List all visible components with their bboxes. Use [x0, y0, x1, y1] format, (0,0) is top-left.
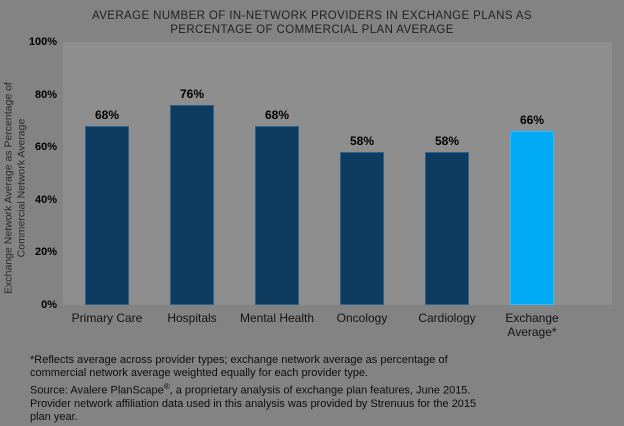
x-axis-label: Exchange Average*	[505, 311, 559, 339]
bar-mental-health	[255, 126, 299, 305]
y-axis-tick: 80%	[34, 88, 57, 101]
bar-primary-care	[85, 126, 129, 305]
footnote-line: Source: Avalere PlanScape®, a proprietar…	[30, 382, 471, 398]
bar-value-label: 58%	[349, 134, 375, 149]
x-axis-label: Primary Care	[71, 311, 143, 325]
footnote-line: Provider network affiliation data used i…	[30, 398, 477, 411]
bar-hospitals	[170, 105, 214, 305]
y-axis-tick: 60%	[34, 141, 57, 154]
bar-value-label: 58%	[434, 134, 460, 149]
footnote-line: *Reflects average across provider types;…	[30, 354, 448, 366]
bar-value-label: 76%	[179, 87, 205, 102]
bar-cardiology	[425, 152, 469, 305]
footnote: *Reflects average across provider types;…	[30, 354, 605, 425]
chart-title: AVERAGE NUMBER OF IN-NETWORK PROVIDERS I…	[0, 9, 624, 37]
footnote-line: plan year.	[30, 411, 78, 424]
y-axis-tick: 100%	[28, 36, 57, 48]
registered-trademark-symbol: ®	[163, 382, 170, 392]
chart-title-line2: PERCENTAGE OF COMMERCIAL PLAN AVERAGE	[170, 24, 454, 36]
bar-oncology	[340, 152, 384, 305]
y-axis-tick: 20%	[34, 246, 57, 259]
y-axis-tick: 0%	[41, 299, 57, 311]
y-axis-tick: 40%	[34, 193, 57, 206]
bar-value-label: 66%	[519, 113, 545, 128]
bar-value-label: 68%	[264, 108, 290, 123]
x-axis-label: Oncology	[336, 311, 388, 325]
chart-title-line1: AVERAGE NUMBER OF IN-NETWORK PROVIDERS I…	[91, 10, 532, 22]
footnote-line: commercial network average weighted equa…	[30, 367, 369, 380]
bar-exchange-average	[510, 131, 554, 305]
x-axis-label: Mental Health	[239, 311, 315, 325]
x-axis-label: Hospitals	[167, 311, 217, 325]
bar-value-label: 68%	[94, 108, 120, 123]
x-axis-label: Cardiology	[418, 311, 476, 325]
